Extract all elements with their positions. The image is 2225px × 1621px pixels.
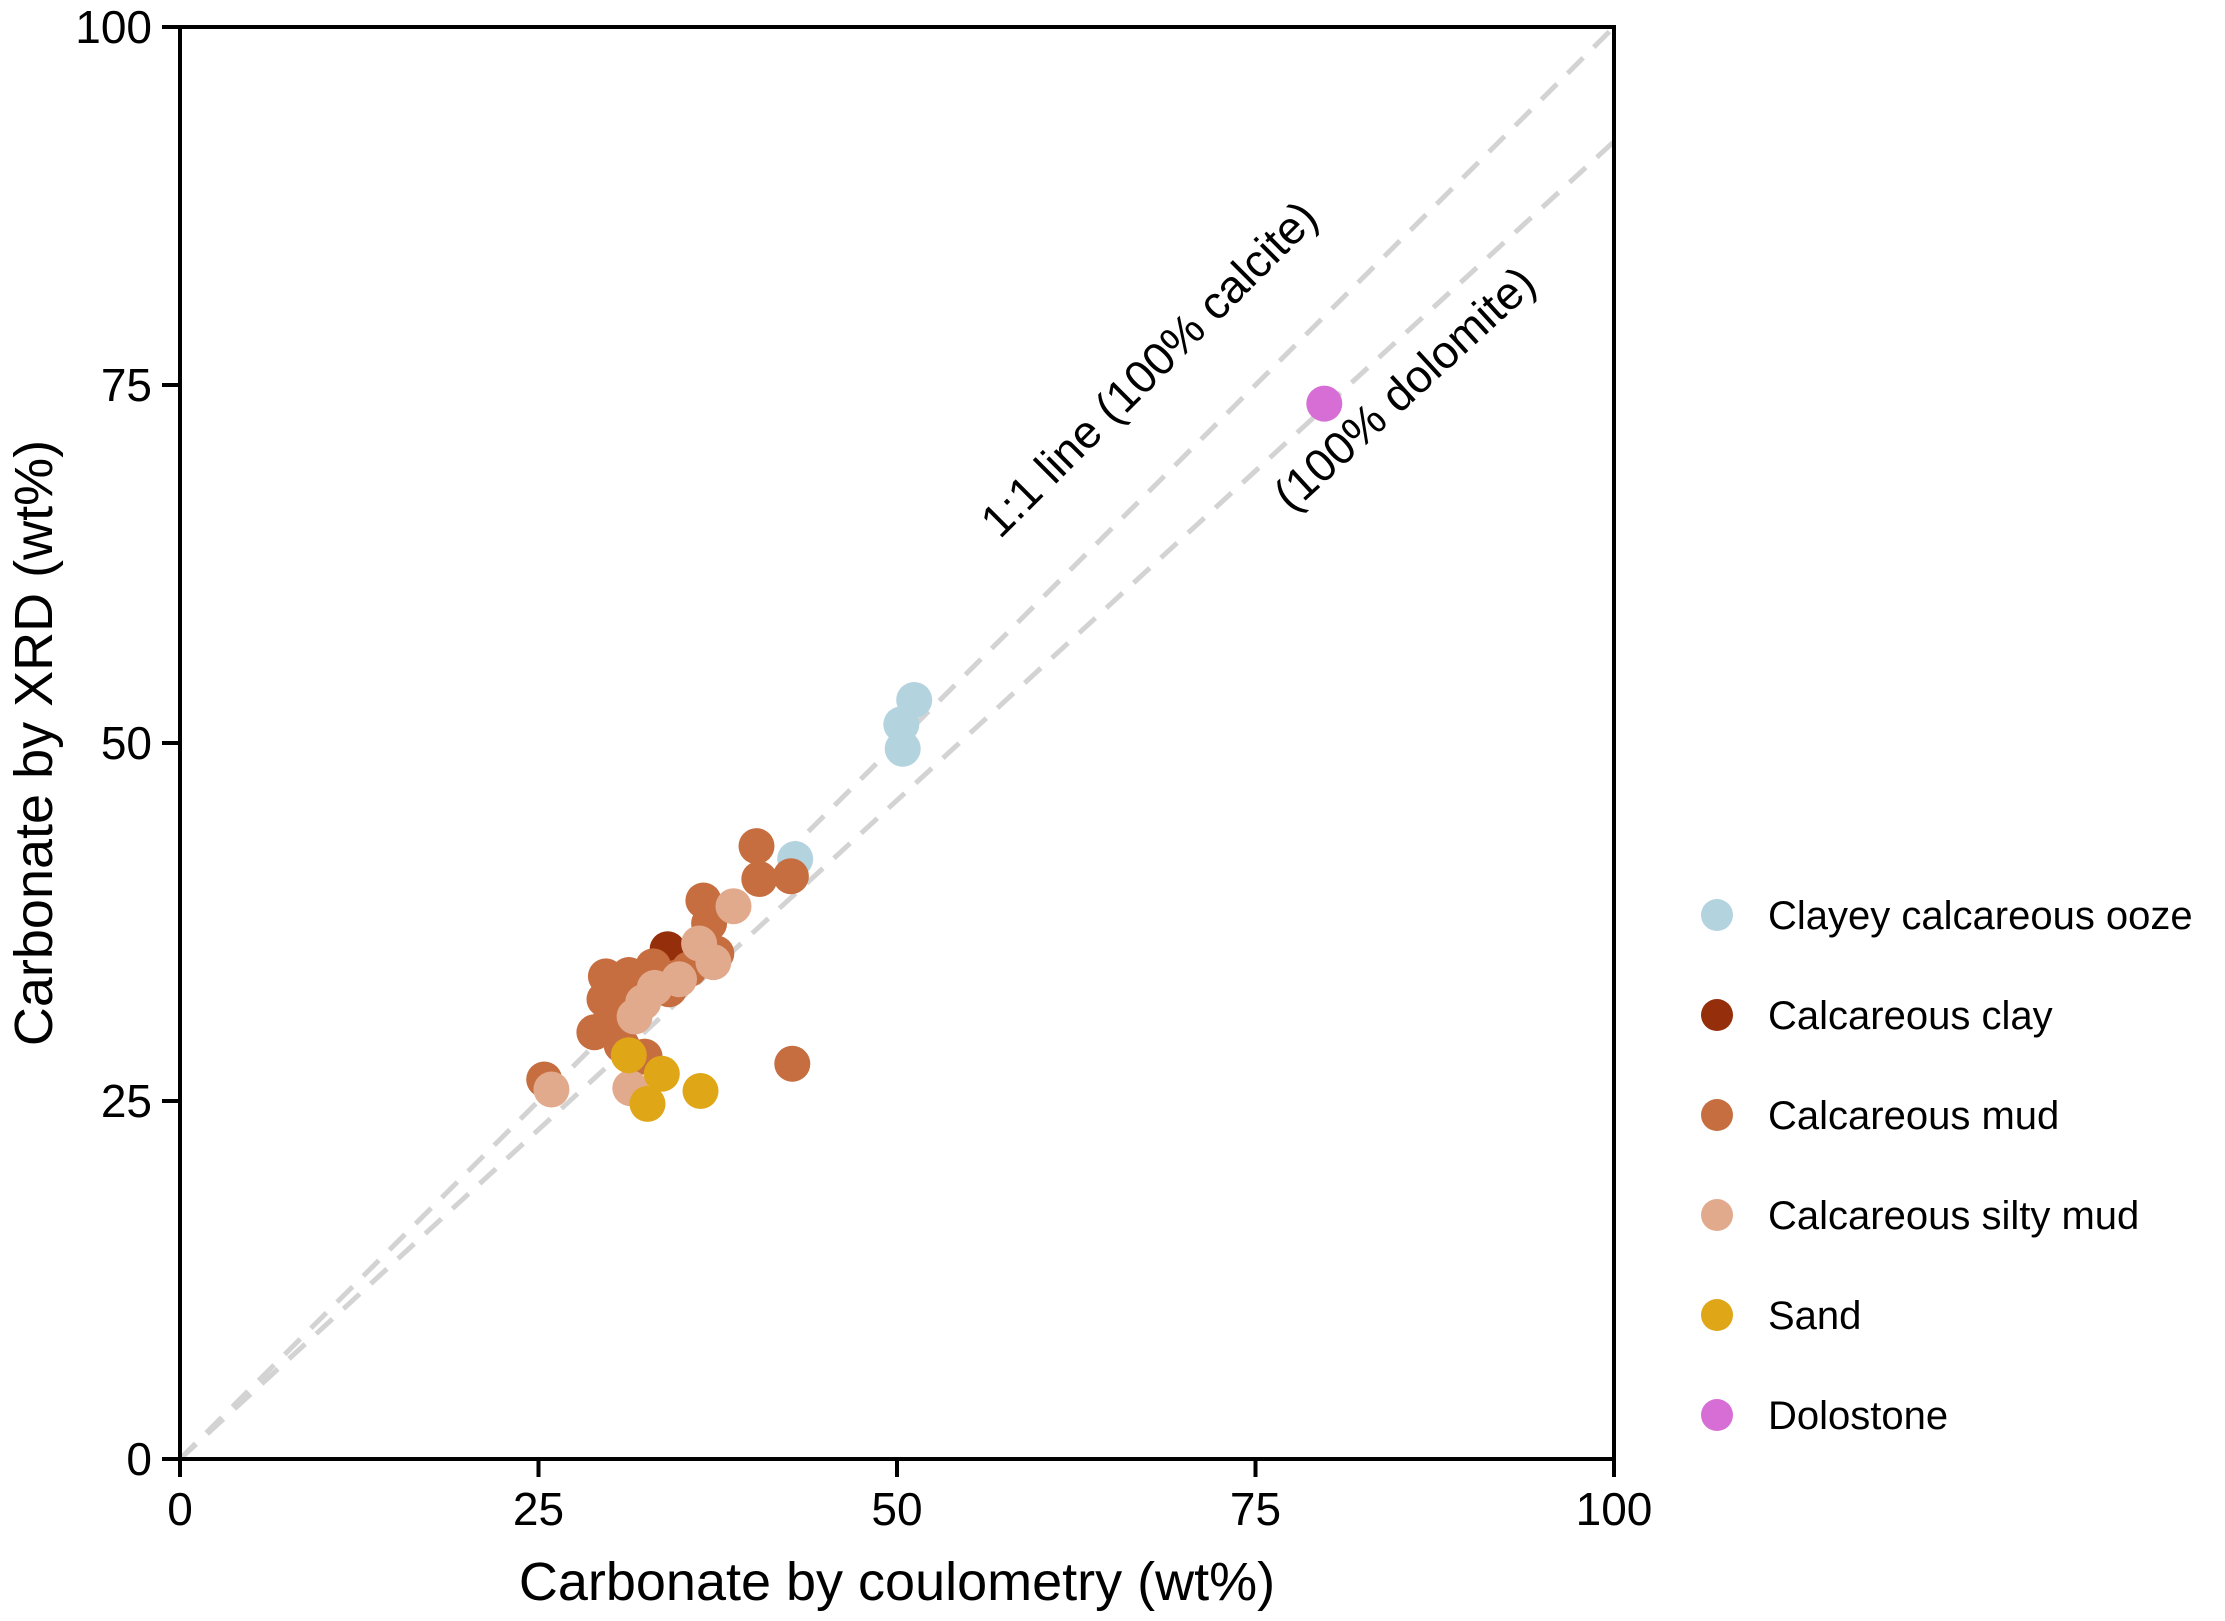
legend-marker-1 (1701, 899, 1733, 931)
point-calcareous-mud-22 (774, 1045, 811, 1082)
data-points (526, 385, 1343, 1122)
x-tick-label-0: 0 (167, 1483, 193, 1535)
legend-marker-4 (1701, 1199, 1733, 1231)
point-dolostone-1 (1306, 385, 1343, 422)
x-axis-title: Carbonate by coulometry (wt%) (519, 1552, 1275, 1612)
legend-label-1: Clayey calcareous ooze (1768, 894, 2193, 938)
x-tick-label-100: 100 (1576, 1483, 1653, 1535)
y-tick-label-75: 75 (101, 359, 152, 411)
legend-marker-5 (1701, 1299, 1733, 1331)
legend: Clayey calcareous ooze Calcareous clay Cal… (1701, 894, 2193, 1438)
legend-label-2: Calcareous clay (1768, 994, 2053, 1038)
legend-marker-2 (1701, 999, 1733, 1031)
reference-line-labels: 1:1 line (100% calcite)(100% dolomite) (970, 190, 1545, 547)
point-sand-3 (682, 1073, 719, 1109)
x-tick-label-25: 25 (513, 1483, 564, 1535)
point-calcareous-mud-3 (772, 858, 809, 895)
axes: 0 25 50 75 100 0 25 50 75 100 (75, 1, 1652, 1535)
legend-label-6: Dolostone (1768, 1394, 1948, 1438)
y-tick-label-25: 25 (101, 1075, 152, 1127)
reference-line-label-2: (100% dolomite) (1263, 256, 1545, 521)
y-tick-label-50: 50 (101, 717, 152, 769)
point-calcareous-silty-mud-8 (533, 1071, 570, 1108)
legend-marker-3 (1701, 1099, 1733, 1131)
point-calcareous-mud-2 (741, 861, 778, 897)
x-tick-label-50: 50 (871, 1483, 922, 1535)
legend-label-3: Calcareous mud (1768, 1094, 2059, 1138)
point-sand-2 (643, 1055, 680, 1092)
y-tick-label-100: 100 (75, 1, 152, 53)
point-calcareous-silty-mud-7 (616, 998, 653, 1035)
point-sand-4 (629, 1085, 666, 1122)
point-clayey-calcareous-ooze-3 (884, 730, 921, 767)
legend-label-4: Calcareous silty mud (1768, 1194, 2139, 1238)
point-calcareous-silty-mud-1 (715, 888, 752, 925)
point-calcareous-silty-mud-3 (695, 944, 732, 981)
legend-marker-6 (1701, 1399, 1733, 1431)
x-tick-label-75: 75 (1230, 1483, 1281, 1535)
y-tick-label-0: 0 (126, 1433, 152, 1485)
reference-line-2 (178, 139, 1616, 1461)
point-calcareous-mud-18 (576, 1014, 613, 1051)
y-axis-title: Carbonate by XRD (wt%) (4, 440, 64, 1046)
point-calcareous-mud-1 (738, 828, 775, 865)
point-sand-1 (610, 1037, 647, 1074)
legend-label-5: Sand (1768, 1294, 1861, 1338)
